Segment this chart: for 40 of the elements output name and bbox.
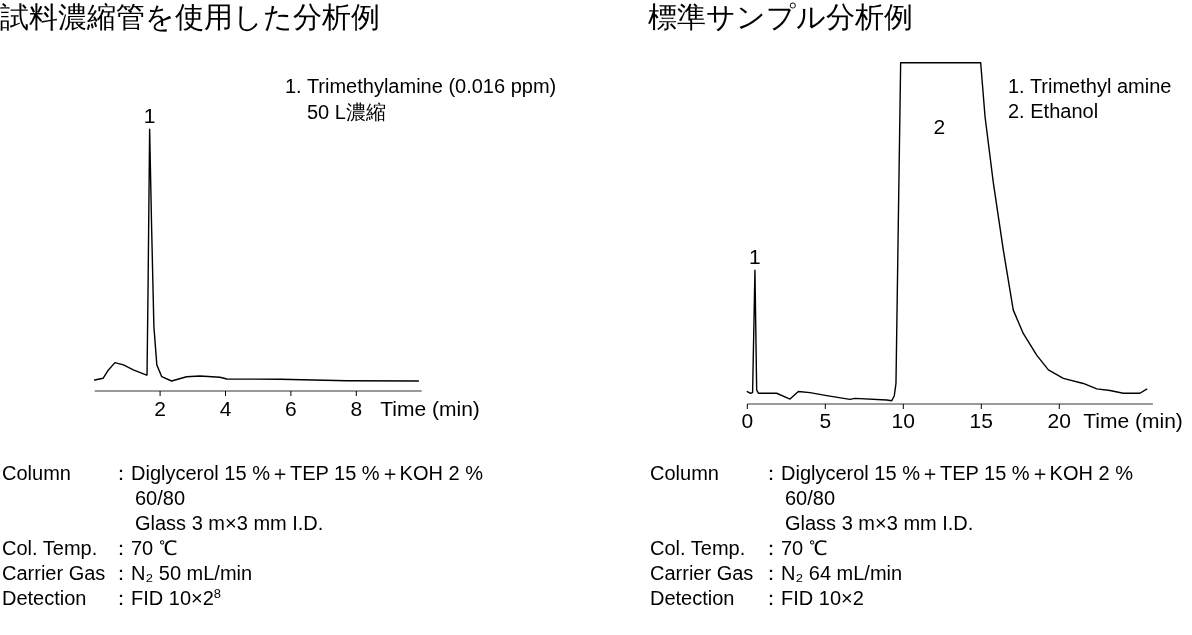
condition: ：70 ℃ xyxy=(111,537,177,559)
condition: Col. Temp. xyxy=(650,537,746,559)
peak-label: 1 xyxy=(143,104,156,128)
condition: Glass 3 m×3 mm I.D. xyxy=(135,512,324,534)
condition: ：Diglycerol 15 %＋TEP 15 %＋KOH 2 % xyxy=(761,462,1133,484)
condition: Detection xyxy=(2,587,87,609)
tick: 2 xyxy=(154,397,166,420)
note: 2. Ethanol xyxy=(1008,100,1099,122)
condition: 60/80 xyxy=(135,487,186,509)
tick: 15 xyxy=(969,409,993,432)
tick: 0 xyxy=(741,409,754,432)
condition: ：N₂ 50 mL/min xyxy=(111,562,253,584)
condition: ：FID 10×2$^{8}$ xyxy=(111,585,222,609)
tick: 5 xyxy=(819,409,832,432)
condition: ：N₂ 64 mL/min xyxy=(761,562,903,584)
condition: Column xyxy=(650,462,719,484)
note: 50 L濃縮 xyxy=(307,101,386,123)
condition: Carrier Gas xyxy=(650,562,754,584)
tick: 8 xyxy=(350,397,363,420)
note: 1. Trimethyl amine xyxy=(1008,75,1172,97)
condition: Col. Temp. xyxy=(2,537,98,559)
condition: ：70 ℃ xyxy=(761,537,827,559)
tick: 6 xyxy=(285,397,297,420)
condition: 60/80 xyxy=(785,487,836,509)
peak-label: 1 xyxy=(749,245,761,269)
tick: 20 xyxy=(1047,409,1071,432)
title: 標準サンプル分析例 xyxy=(648,1,913,33)
title: 試料濃縮管を使用した分析例 xyxy=(0,1,380,33)
peak-label: 2 xyxy=(933,115,946,138)
xlabel: Time (min) xyxy=(380,397,480,420)
condition: Carrier Gas xyxy=(2,562,106,584)
condition: Glass 3 m×3 mm I.D. xyxy=(785,512,974,534)
tick: 10 xyxy=(891,409,915,432)
condition: ：Diglycerol 15 %＋TEP 15 %＋KOH 2 % xyxy=(111,462,483,484)
condition: ：FID 10×2 xyxy=(761,587,864,609)
condition: Column xyxy=(2,462,71,484)
tick: 4 xyxy=(219,397,232,420)
xlabel: Time (min) xyxy=(1083,409,1183,432)
note: 1. Trimethylamine (0.016 ppm) xyxy=(285,75,557,97)
condition: Detection xyxy=(650,587,735,609)
